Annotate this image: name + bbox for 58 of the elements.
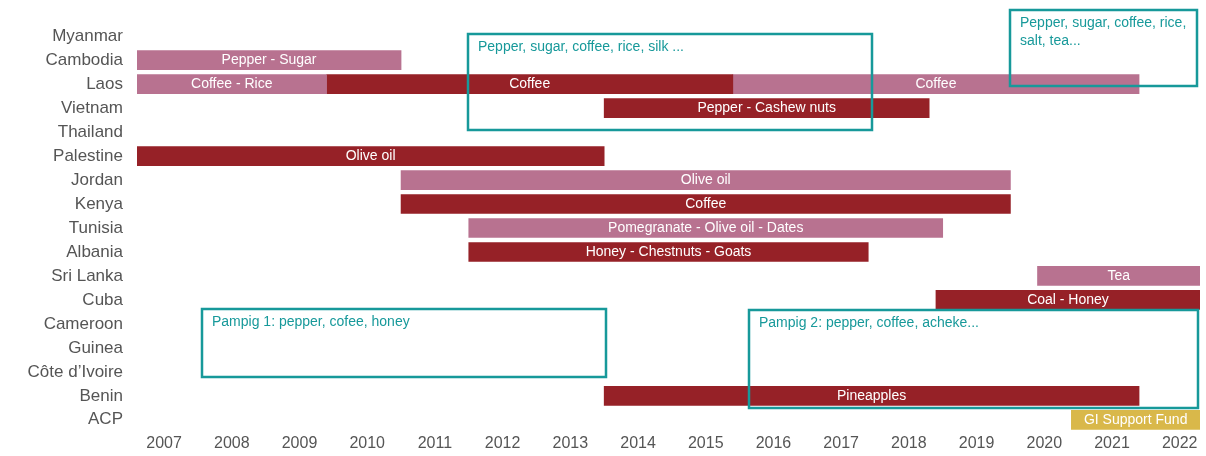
y-tick-label: Cameroon bbox=[43, 313, 123, 333]
y-tick-label: Laos bbox=[86, 73, 123, 93]
data-label: Pomegranate - Olive oil - Dates bbox=[608, 218, 804, 235]
y-tick-label: Thailand bbox=[57, 121, 123, 141]
y-tick-label: Albania bbox=[66, 241, 124, 261]
x-tick-label: 2011 bbox=[417, 433, 453, 451]
y-tick-label: ACP bbox=[88, 409, 123, 429]
y-tick-label: Cambodia bbox=[45, 49, 124, 69]
x-tick-label: 2009 bbox=[281, 433, 318, 451]
bar bbox=[400, 194, 1011, 214]
data-label: Coffee bbox=[915, 75, 957, 91]
y-tick-label: Benin bbox=[79, 385, 123, 405]
x-tick-label: 2008 bbox=[213, 433, 250, 451]
x-tick-label: 2010 bbox=[349, 433, 386, 451]
x-tick-label: 2015 bbox=[687, 433, 724, 451]
x-tick-label: 2018 bbox=[891, 433, 927, 451]
data-label: Olive oil bbox=[345, 146, 396, 163]
annotation: Pampig 2: pepper, coffee, acheke... bbox=[759, 313, 980, 330]
bar bbox=[603, 386, 1140, 406]
data-label: Coffee bbox=[685, 194, 727, 211]
y-tick-label: Vietnam bbox=[60, 97, 123, 117]
annotation: Pepper, sugar, coffee, rice, silk ... bbox=[478, 37, 684, 54]
y-tick-label: Côte d’Ivoire bbox=[27, 361, 123, 381]
data-label: Coffee - Rice bbox=[191, 75, 273, 91]
data-label: GI Support Fund bbox=[1083, 410, 1188, 427]
bar bbox=[468, 242, 869, 262]
x-tick-label: 2019 bbox=[958, 433, 995, 451]
data-label: Tea bbox=[1107, 266, 1131, 283]
x-tick-label: 2014 bbox=[620, 433, 656, 451]
data-label: Pineapples bbox=[836, 386, 907, 403]
annotation: Pepper, sugar, coffee, rice, salt, tea... bbox=[1020, 13, 1187, 48]
bar bbox=[137, 146, 605, 166]
x-tick-label: 2007 bbox=[146, 433, 182, 451]
y-tick-label: Myanmar bbox=[52, 25, 124, 45]
y-tick-label: Jordan bbox=[71, 169, 123, 189]
y-tick-label: Tunisia bbox=[68, 217, 124, 237]
y-tick-label: Kenya bbox=[74, 193, 124, 213]
data-label: Olive oil bbox=[680, 170, 731, 187]
x-tick-label: 2022 bbox=[1161, 433, 1198, 451]
data-label: Coffee bbox=[509, 75, 551, 91]
data-label: Honey - Chestnuts - Goats bbox=[585, 242, 752, 259]
x-tick-label: 2020 bbox=[1026, 433, 1063, 451]
bar bbox=[603, 98, 930, 118]
x-tick-label: 2017 bbox=[823, 433, 860, 451]
y-tick-label: Palestine bbox=[53, 145, 123, 165]
bar bbox=[326, 74, 734, 94]
y-tick-label: Cuba bbox=[82, 289, 124, 309]
x-tick-label: 2021 bbox=[1094, 433, 1130, 451]
y-tick-label: Guinea bbox=[68, 337, 124, 357]
x-tick-label: 2016 bbox=[755, 433, 792, 451]
x-tick-label: 2012 bbox=[484, 433, 521, 451]
data-label: Pepper - Sugar bbox=[221, 51, 317, 68]
y-tick-label: Sri Lanka bbox=[51, 265, 124, 285]
annotation: Pampig 1: pepper, cofee, honey bbox=[212, 312, 410, 329]
x-tick-label: 2013 bbox=[552, 433, 589, 451]
bar bbox=[732, 74, 1140, 94]
data-label: Coal - Honey bbox=[1027, 290, 1109, 307]
data-label: Pepper - Cashew nuts bbox=[697, 98, 836, 115]
